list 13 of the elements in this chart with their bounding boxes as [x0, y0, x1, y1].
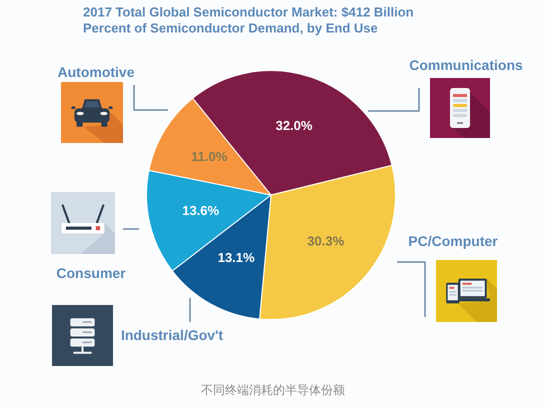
slice-label: Automotive	[58, 64, 135, 80]
slice-label: Industrial/Gov't	[120, 326, 224, 343]
chart-title: 2017 Total Global Semiconductor Market: $412 Billion	[83, 4, 414, 20]
data-label: 11.0%	[191, 149, 228, 164]
data-label: 32.0%	[276, 118, 313, 134]
data-label: 13.1%	[218, 250, 256, 265]
data-label: 30.3%	[307, 234, 345, 249]
slice-label: PC/Computer	[408, 232, 498, 249]
chart-subtitle: Percent of Semiconductor Demand, by End Use	[83, 20, 378, 36]
slice-label: Consumer	[56, 264, 126, 281]
slice-label: Communications	[409, 56, 523, 73]
text: 不同终端消耗的半导体份额	[201, 383, 345, 398]
data-label: 13.6%	[182, 202, 220, 218]
